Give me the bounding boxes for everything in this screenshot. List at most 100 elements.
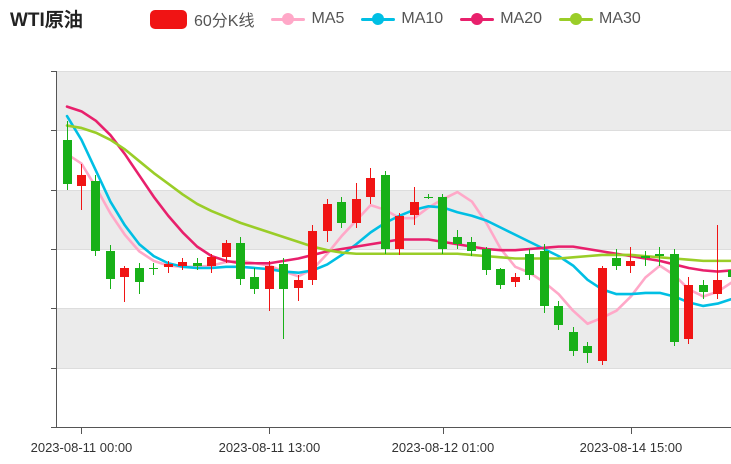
background-band [56,71,731,131]
candle-body [134,267,144,283]
candle-body [409,201,419,215]
y-axis-tick-mark [51,71,56,72]
candle-wick [644,251,646,266]
candle-body [279,264,289,290]
legend-line-dot-icon [361,12,396,26]
x-axis-tick-mark [443,428,444,434]
x-axis-tick-mark [269,428,270,434]
candle-wick [659,246,661,266]
x-axis-line [56,427,731,428]
x-axis-tick-mark [631,428,632,434]
candle-body [264,265,274,290]
y-axis-line [56,71,57,427]
candle-body [192,263,202,266]
x-axis-tick-label: 2023-08-11 00:00 [30,440,133,455]
candle-body [221,243,231,258]
legend-kline[interactable]: 60分K线 [150,7,254,31]
candle-body [525,253,535,276]
candle-body [597,267,607,361]
legend-ma30[interactable]: MA30 [558,10,641,28]
y-axis-tick-mark [51,368,56,369]
y-axis-tick-mark [51,308,56,309]
y-axis-tick-mark [51,249,56,250]
x-axis-tick-label: 2023-08-11 13:00 [218,440,321,455]
candle-body [322,203,332,232]
legend-label: MA10 [401,10,444,27]
candle-body [380,175,390,249]
candle-wick [283,258,285,340]
x-axis-tick-label: 2023-08-12 01:00 [391,440,495,455]
candle-body [713,279,723,295]
candle-body [626,260,636,266]
candle-body [250,277,260,290]
candle-body [236,243,246,279]
candle-wick [167,260,169,273]
candle-body [539,251,549,306]
legend-label: 60分K线 [194,13,255,30]
candle-body [178,262,188,266]
candle-body [568,332,578,352]
candle-body [163,264,173,267]
candle-body [583,346,593,354]
candle-body [395,215,405,249]
candle-wick [297,275,299,302]
candle-body [149,267,159,270]
candle-body [366,177,376,197]
gridline [56,308,731,309]
x-axis-tick-mark [81,428,82,434]
page-title: WTI原油 [10,10,83,31]
chart-legend: 60分K线 MA5 MA10 MA20 MA30 [150,6,658,32]
gridline [56,71,731,72]
gridline [56,368,731,369]
candle-body [62,139,72,184]
candle-body [496,269,506,285]
candle-body [655,253,665,257]
legend-ma10[interactable]: MA10 [361,10,443,28]
legend-line-dot-icon [558,12,593,26]
legend-line-dot-icon [271,12,306,26]
candle-wick [80,163,82,210]
legend-ma20[interactable]: MA20 [460,10,542,28]
plot-area [56,71,731,427]
candle-body [554,305,564,325]
kline-swatch-icon [150,9,187,29]
candle-body [91,181,101,252]
candle-body [337,201,347,223]
legend-ma5[interactable]: MA5 [271,10,344,28]
candle-wick [428,194,429,200]
candle-body [684,284,694,340]
candle-wick [630,246,632,273]
candle-body [640,256,650,259]
candle-body [510,277,520,283]
y-axis-tick-mark [51,190,56,191]
candle-body [351,199,361,223]
candle-body [424,196,433,199]
candle-body [293,279,303,289]
legend-label: MA30 [598,10,641,27]
y-axis-tick-mark [51,130,56,131]
candle-body [120,267,130,278]
x-axis-tick-label: 2023-08-14 15:00 [579,440,683,455]
candle-body [467,241,477,252]
candle-body [698,284,708,292]
candle-body [308,231,318,280]
candle-wick [124,265,126,303]
candle-body [481,249,491,271]
ma-line-ma10 [65,114,731,308]
legend-label: MA20 [500,10,542,27]
candle-body [669,253,679,342]
candle-body [438,196,448,249]
candle-body [727,270,731,278]
background-band [56,308,731,368]
gridline [56,249,731,250]
gridline [56,190,731,191]
candle-body [452,237,462,245]
candle-body [76,175,86,187]
gridline [56,130,731,131]
candle-body [105,251,115,279]
legend-label: MA5 [311,10,345,27]
candle-wick [717,225,719,299]
candle-body [207,257,217,266]
chart-header: WTI原油 60分K线 MA5 MA10 MA20 MA30 [0,0,731,38]
